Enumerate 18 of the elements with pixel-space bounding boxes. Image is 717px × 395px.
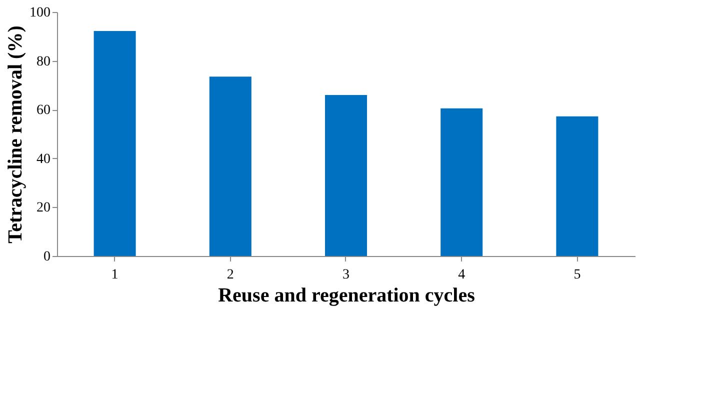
- bar: [440, 108, 483, 256]
- bar: [325, 94, 367, 256]
- y-tick-label: 60: [36, 103, 50, 118]
- y-tick-label: 20: [36, 200, 50, 216]
- bar: [209, 76, 252, 256]
- x-axis-title: Reuse and regeneration cycles: [218, 284, 476, 306]
- x-tick-label: 2: [226, 268, 234, 282]
- x-tick-label: 3: [342, 268, 350, 282]
- y-tick-label: 100: [30, 6, 50, 20]
- bar: [556, 116, 598, 256]
- x-tick-label: 5: [574, 268, 581, 282]
- y-tick-label: 0: [44, 250, 50, 264]
- y-tick-label: 80: [36, 54, 50, 70]
- y-axis-title: Tetracycline removal (%): [4, 26, 26, 244]
- y-tick-label: 40: [36, 152, 50, 167]
- x-tick-label: 4: [458, 268, 466, 282]
- x-tick-label: 1: [111, 268, 118, 282]
- bar: [94, 31, 136, 256]
